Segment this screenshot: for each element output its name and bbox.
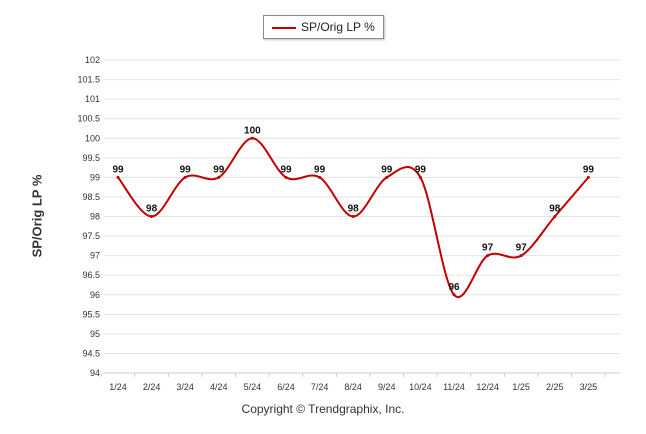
x-tick-label: 1/24	[109, 382, 127, 392]
y-tick-label: 98.5	[82, 192, 100, 202]
x-tick-label: 3/25	[580, 382, 598, 392]
x-tick-label: 1/25	[512, 382, 530, 392]
y-tick-label: 99	[90, 172, 100, 182]
data-point	[418, 175, 422, 179]
data-point	[116, 175, 120, 179]
x-tick-label: 8/24	[344, 382, 362, 392]
x-tick-label: 7/24	[311, 382, 329, 392]
data-point	[284, 175, 288, 179]
copyright-footer: Copyright © Trendgraphix, Inc.	[241, 402, 405, 416]
data-label: 99	[415, 164, 427, 175]
y-tick-label: 102	[85, 55, 100, 65]
data-point	[183, 175, 187, 179]
y-tick-label: 101.5	[77, 75, 100, 85]
y-tick-label: 100.5	[77, 114, 100, 124]
data-point	[385, 175, 389, 179]
data-point	[586, 175, 590, 179]
y-tick-label: 98	[90, 212, 100, 222]
y-tick-label: 95	[90, 329, 100, 339]
data-labels: 99 98 99 99 100 99 99 98 99 99 96 97 97 98 99	[112, 125, 594, 293]
y-axis-ticks: 94 94.5 95 95.5 96 96.5 97 97.5 98 98.5 99 99.5 100 1…	[77, 55, 100, 378]
data-label: 100	[244, 125, 261, 136]
data-point	[250, 136, 254, 140]
y-tick-label: 97	[90, 251, 100, 261]
y-tick-label: 94.5	[82, 348, 100, 358]
y-tick-label: 97.5	[82, 231, 100, 241]
y-tick-label: 96	[90, 290, 100, 300]
y-tick-label: 101	[85, 94, 100, 104]
y-tick-label: 94	[90, 368, 100, 378]
x-axis-ticks: 1/24 2/24 3/24 4/24 5/24 6/24 7/24 8/24 9/24 10/2…	[100, 373, 606, 392]
data-point	[486, 254, 490, 258]
data-label: 99	[583, 164, 595, 175]
data-point	[519, 254, 523, 258]
data-label: 98	[549, 204, 561, 215]
x-tick-label: 2/25	[546, 382, 564, 392]
data-point	[318, 175, 322, 179]
data-point	[351, 215, 355, 218]
data-label: 99	[381, 164, 393, 175]
x-tick-label: 9/24	[378, 382, 396, 392]
x-tick-label: 2/24	[143, 382, 161, 392]
gridlines	[104, 59, 620, 374]
data-label: 99	[213, 164, 225, 175]
y-tick-label: 100	[85, 133, 100, 143]
legend-label: SP/Orig LP %	[301, 20, 375, 34]
series-line	[117, 137, 590, 299]
x-tick-label: 6/24	[277, 382, 295, 392]
y-axis-label: SP/Orig LP %	[29, 174, 45, 258]
data-label: 99	[112, 164, 124, 175]
legend: SP/Orig LP %	[263, 15, 384, 39]
y-tick-label: 99.5	[82, 153, 100, 163]
data-label: 99	[280, 164, 292, 175]
x-tick-label: 4/24	[210, 382, 228, 392]
data-point	[452, 293, 456, 297]
data-label: 98	[348, 204, 360, 215]
data-label: 99	[180, 164, 192, 175]
legend-swatch	[272, 27, 296, 29]
x-tick-label: 5/24	[244, 382, 262, 392]
data-point	[553, 215, 557, 218]
data-label: 97	[482, 243, 494, 254]
series-group	[116, 136, 590, 299]
x-tick-label: 10/24	[409, 382, 432, 392]
data-point	[150, 215, 154, 218]
data-label: 98	[146, 204, 158, 215]
y-tick-label: 95.5	[82, 309, 100, 319]
data-label: 97	[516, 243, 528, 254]
x-tick-label: 11/24	[443, 382, 465, 392]
data-label: 96	[448, 282, 460, 293]
x-tick-label: 12/24	[476, 382, 499, 392]
x-tick-label: 3/24	[176, 382, 194, 392]
data-label: 99	[314, 164, 326, 175]
y-tick-label: 96.5	[82, 270, 100, 280]
data-point	[217, 175, 221, 179]
